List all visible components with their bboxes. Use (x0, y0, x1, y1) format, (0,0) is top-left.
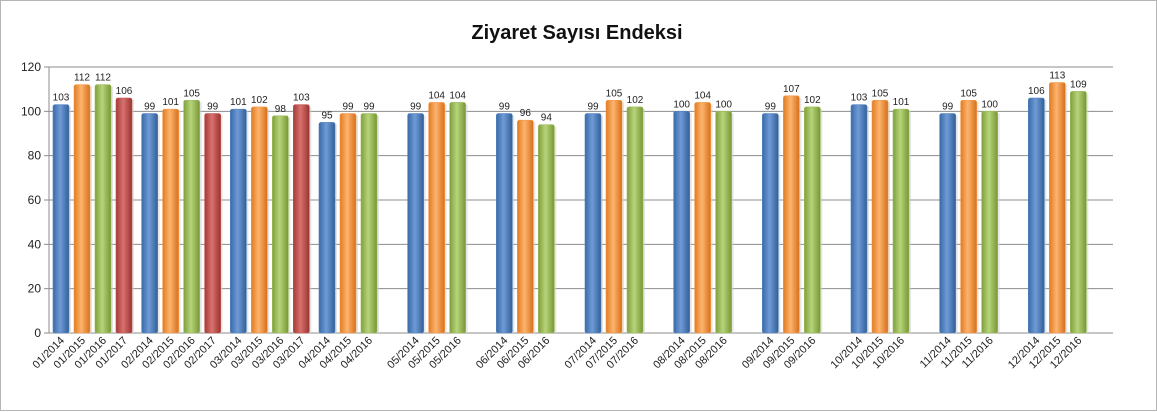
data-label: 100 (673, 99, 690, 110)
data-label: 96 (520, 108, 532, 119)
bar-04-2016 (360, 113, 378, 334)
bar-10-2015 (871, 99, 889, 334)
data-label: 103 (293, 93, 310, 104)
data-label: 102 (251, 95, 268, 106)
data-label: 99 (144, 102, 156, 113)
bar-07-2014 (584, 113, 602, 334)
data-label: 104 (449, 90, 466, 101)
data-label: 102 (804, 95, 821, 106)
bar-06-2014 (496, 113, 513, 334)
bar-01-2016 (94, 84, 112, 334)
data-label: 103 (851, 93, 868, 104)
data-label: 99 (363, 102, 375, 113)
data-label: 99 (499, 102, 511, 113)
data-label: 103 (53, 93, 70, 104)
bar-08-2015 (694, 102, 711, 334)
data-label: 105 (183, 88, 200, 99)
category-labels: 01/201401/201501/201601/201702/201402/20… (31, 335, 1085, 372)
data-label: 99 (410, 102, 422, 113)
data-label: 101 (230, 97, 247, 108)
data-label: 107 (783, 84, 800, 95)
bar-12-2015 (1049, 82, 1066, 334)
data-label: 104 (428, 90, 445, 101)
data-label: 99 (942, 102, 954, 113)
data-label: 99 (765, 102, 777, 113)
bar-03-2016 (272, 115, 289, 334)
bar-04-2015 (339, 113, 357, 334)
bar-02-2015 (162, 108, 179, 334)
data-label: 94 (541, 113, 553, 124)
bar-08-2014 (673, 111, 690, 334)
bar-01-2017 (115, 97, 133, 334)
y-tick-label: 100 (21, 104, 41, 118)
y-tick-label: 20 (28, 282, 42, 296)
data-label: 100 (981, 99, 998, 110)
data-label: 98 (275, 104, 287, 115)
bar-10-2016 (892, 108, 910, 334)
bar-06-2015 (517, 119, 534, 334)
bar-08-2016 (715, 111, 732, 334)
bar-07-2015 (605, 99, 623, 334)
bar-12-2014 (1028, 97, 1045, 334)
axes: 0 20 40 60 80 100 120 (21, 60, 1113, 340)
bar-05-2016 (449, 102, 466, 334)
bar-01-2015 (73, 84, 91, 334)
y-tick-label: 120 (21, 60, 41, 74)
data-label: 101 (893, 97, 910, 108)
bar-02-2017 (204, 113, 221, 334)
bar-11-2016 (981, 111, 998, 334)
bar-09-2016 (804, 106, 821, 334)
bar-09-2015 (783, 95, 800, 334)
bar-03-2015 (251, 106, 268, 334)
bar-04-2014 (318, 122, 336, 334)
chart-title: Ziyaret Sayısı Endeksi (471, 22, 682, 44)
y-tick-label: 80 (28, 149, 42, 163)
bar-11-2014 (939, 113, 956, 334)
bar-10-2014 (850, 104, 868, 334)
data-labels: 103 112 112 106 99 101 105 99 101 102 98 103 95 99 99 9… (53, 71, 1087, 124)
bar-03-2014 (230, 108, 247, 334)
data-label: 106 (116, 86, 133, 97)
bar-12-2016 (1070, 91, 1087, 334)
bar-02-2016 (183, 99, 200, 334)
y-tick-label: 60 (28, 193, 42, 207)
bar-01-2014 (52, 104, 70, 334)
bar-07-2016 (626, 106, 644, 334)
gridlines (49, 66, 1113, 334)
data-label: 99 (587, 102, 599, 113)
bar-06-2016 (538, 124, 555, 334)
data-label: 95 (321, 110, 333, 121)
data-label: 113 (1049, 71, 1065, 82)
bar-11-2015 (960, 99, 977, 334)
bars (52, 82, 1089, 334)
bar-03-2017 (293, 104, 310, 334)
data-label: 101 (162, 97, 179, 108)
data-label: 99 (207, 102, 219, 113)
data-label: 105 (960, 88, 977, 99)
bar-05-2015 (428, 102, 445, 334)
bar-02-2014 (141, 113, 158, 334)
bar-09-2014 (762, 113, 779, 334)
bar-05-2014 (407, 113, 424, 334)
data-label: 109 (1070, 79, 1087, 90)
data-label: 106 (1028, 86, 1045, 97)
data-label: 105 (606, 88, 623, 99)
data-label: 105 (872, 88, 889, 99)
y-tick-label: 40 (28, 237, 42, 251)
data-label: 100 (715, 99, 732, 110)
data-label: 102 (627, 95, 644, 106)
data-label: 104 (694, 90, 711, 101)
y-tick-label: 0 (34, 326, 41, 340)
data-label: 112 (95, 73, 111, 84)
data-label: 112 (74, 73, 90, 84)
data-label: 99 (342, 102, 354, 113)
